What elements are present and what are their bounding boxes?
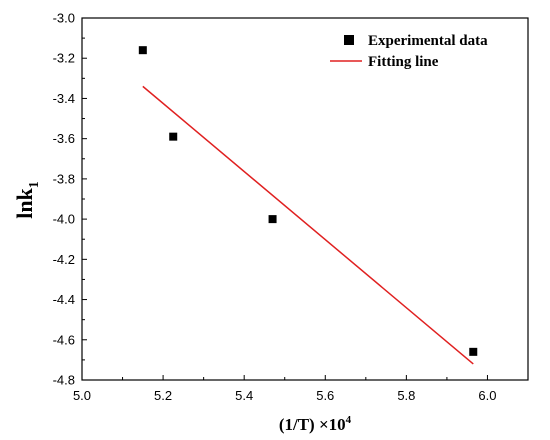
x-tick-label: 5.8 bbox=[397, 388, 415, 403]
legend-label-experimental: Experimental data bbox=[368, 33, 488, 49]
x-tick-label: 5.6 bbox=[316, 388, 334, 403]
x-axis-title-main: (1/T) ×10 bbox=[279, 415, 346, 434]
y-tick-label: -3.0 bbox=[53, 11, 75, 26]
y-axis-title-sub: 1 bbox=[27, 181, 42, 188]
y-axis-title: lnk1 bbox=[12, 181, 42, 219]
x-axis-ticks: 5.0 5.2 5.4 5.6 5.8 6.0 bbox=[73, 375, 496, 403]
plot-area bbox=[81, 17, 529, 381]
legend-marker-experimental bbox=[344, 35, 354, 45]
y-axis-ticks: -3.0 -3.2 -3.4 -3.6 -3.8 -4.0 -4.2 -4.4 -4.6 -4.8 bbox=[53, 11, 87, 388]
y-tick-label: -4.4 bbox=[53, 292, 75, 307]
x-tick-label: 5.0 bbox=[73, 388, 91, 403]
y-tick-label: -3.4 bbox=[53, 91, 75, 106]
plot-frame bbox=[81, 17, 529, 381]
y-tick-label: -3.6 bbox=[53, 131, 75, 146]
fitting-line bbox=[142, 85, 474, 365]
x-axis-title: (1/T) ×104 bbox=[279, 414, 352, 434]
data-point bbox=[138, 46, 147, 55]
data-point bbox=[268, 215, 277, 224]
x-tick-label: 5.2 bbox=[154, 388, 172, 403]
y-axis-title-main: lnk bbox=[12, 187, 37, 218]
y-tick-label: -4.6 bbox=[53, 332, 75, 347]
x-axis-title-sup: 4 bbox=[346, 414, 352, 426]
y-tick-label: -3.8 bbox=[53, 171, 75, 186]
y-tick-label: -4.8 bbox=[53, 373, 75, 388]
legend-label-fitting: Fitting line bbox=[368, 54, 439, 70]
data-marks bbox=[138, 46, 478, 365]
data-point bbox=[169, 132, 178, 141]
y-tick-label: -4.0 bbox=[53, 212, 75, 227]
legend: Experimental data Fitting line bbox=[330, 33, 488, 70]
x-tick-label: 6.0 bbox=[478, 388, 496, 403]
x-tick-label: 5.4 bbox=[235, 388, 253, 403]
data-point bbox=[469, 347, 478, 356]
y-tick-label: -3.2 bbox=[53, 51, 75, 66]
y-tick-label: -4.2 bbox=[53, 252, 75, 267]
